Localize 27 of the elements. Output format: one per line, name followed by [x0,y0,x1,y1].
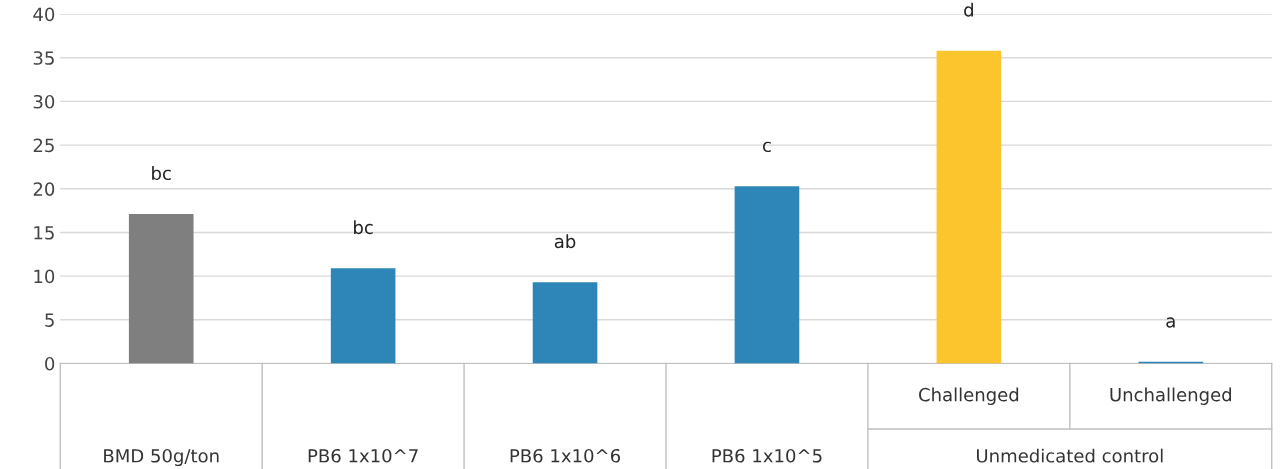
y-tick-label: 40 [33,7,55,22]
data-label: a [1166,317,1175,328]
x-tick-label: BMD 50g/ton [104,448,219,467]
y-tick-label: 25 [33,138,54,153]
bar [330,268,396,364]
data-label: ab [554,234,576,249]
x-tick-label: Challenged [919,387,1019,405]
x-tick-label: Unchallenged [1110,387,1231,405]
x-tick-label: PB6 1x10^7 [308,448,418,463]
text: Unmedicated control [977,448,1163,463]
x-tick-label: PB6 1x10^5 [712,448,822,463]
x-tick-label: PB6 1x10^6 [510,448,621,463]
bar [128,214,194,364]
y-tick-label: 10 [34,269,55,284]
data-label: bc [152,166,171,181]
data-label: d [964,2,973,17]
y-tick-label: 35 [33,51,54,65]
y-tick-label: 15 [34,226,54,240]
bar [734,186,800,364]
y-tick-label: 5 [45,313,54,327]
bar [936,50,1002,364]
data-label: bc [354,220,373,235]
y-tick-label: 0 [45,356,55,371]
y-tick-label: 20 [33,182,55,196]
bar [532,282,598,364]
data-label: c [762,141,771,153]
y-tick-label: 30 [33,94,55,109]
